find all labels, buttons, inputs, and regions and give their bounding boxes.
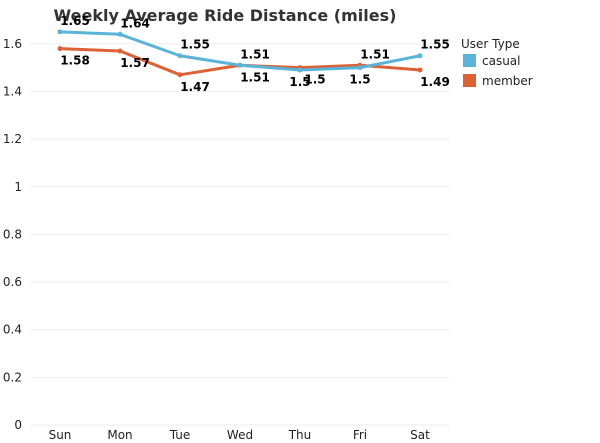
x-tick-label: Wed: [227, 428, 253, 442]
point-casual: [357, 65, 363, 71]
legend-swatch-member[interactable]: [463, 74, 476, 87]
point-member: [117, 48, 123, 54]
x-tick-label: Thu: [288, 428, 312, 442]
data-label-casual: 1.55: [180, 38, 210, 52]
point-member: [177, 72, 183, 78]
x-tick-label: Sat: [410, 428, 430, 442]
x-tick-label: Tue: [169, 428, 191, 442]
data-label-member: 1.47: [180, 80, 210, 94]
data-label-member: 1.49: [420, 75, 450, 89]
y-axis: 0 0.2 0.4 0.6 0.8 1 1.2 1.4 1.6: [3, 37, 22, 432]
point-member: [57, 46, 63, 52]
data-label-casual: 1.64: [120, 16, 150, 30]
data-label-member: 1.51: [240, 70, 270, 84]
point-casual: [57, 29, 63, 35]
y-tick-label: 0.6: [3, 275, 22, 289]
data-label-casual: 1.51: [240, 47, 270, 61]
y-tick-label: 0.2: [3, 370, 22, 384]
chart-title: Weekly Average Ride Distance (miles): [54, 6, 397, 25]
legend-title: User Type: [461, 37, 520, 51]
y-tick-label: 0.4: [3, 323, 22, 337]
x-tick-label: Fri: [353, 428, 367, 442]
x-tick-label: Sun: [49, 428, 72, 442]
x-axis: Sun Mon Tue Wed Thu Fri Sat: [49, 428, 431, 442]
y-tick-label: 0.8: [3, 227, 22, 241]
legend: User Type casual member: [461, 37, 533, 88]
y-tick-label: 1.6: [3, 37, 22, 51]
point-member: [417, 67, 423, 73]
data-label-member: 1.5: [304, 73, 325, 87]
legend-swatch-casual[interactable]: [463, 54, 476, 67]
data-label-member: 1.58: [60, 54, 90, 68]
y-tick-label: 0: [14, 418, 22, 432]
data-label-casual: 1.55: [420, 38, 450, 52]
data-label-casual: 1.5: [289, 75, 310, 89]
y-tick-label: 1.2: [3, 132, 22, 146]
data-labels: 1.65 1.641.551.511.551.58 1.571.471.51 1.51…: [60, 14, 450, 94]
point-casual: [297, 67, 303, 73]
data-label-casual: 1.5: [349, 73, 370, 87]
point-casual: [237, 62, 243, 68]
point-casual: [117, 31, 123, 37]
series-group: [57, 29, 423, 78]
point-casual: [417, 53, 423, 59]
y-tick-label: 1: [14, 180, 22, 194]
x-tick-label: Mon: [107, 428, 132, 442]
grid: [30, 43, 450, 426]
y-tick-label: 1.4: [3, 84, 22, 98]
data-label-member: 1.57: [120, 56, 150, 70]
point-casual: [177, 53, 183, 59]
legend-label-casual[interactable]: casual: [482, 54, 521, 68]
data-label-casual: 1.65: [60, 14, 90, 28]
legend-label-member[interactable]: member: [482, 74, 533, 88]
data-label-member: 1.51: [360, 47, 390, 61]
